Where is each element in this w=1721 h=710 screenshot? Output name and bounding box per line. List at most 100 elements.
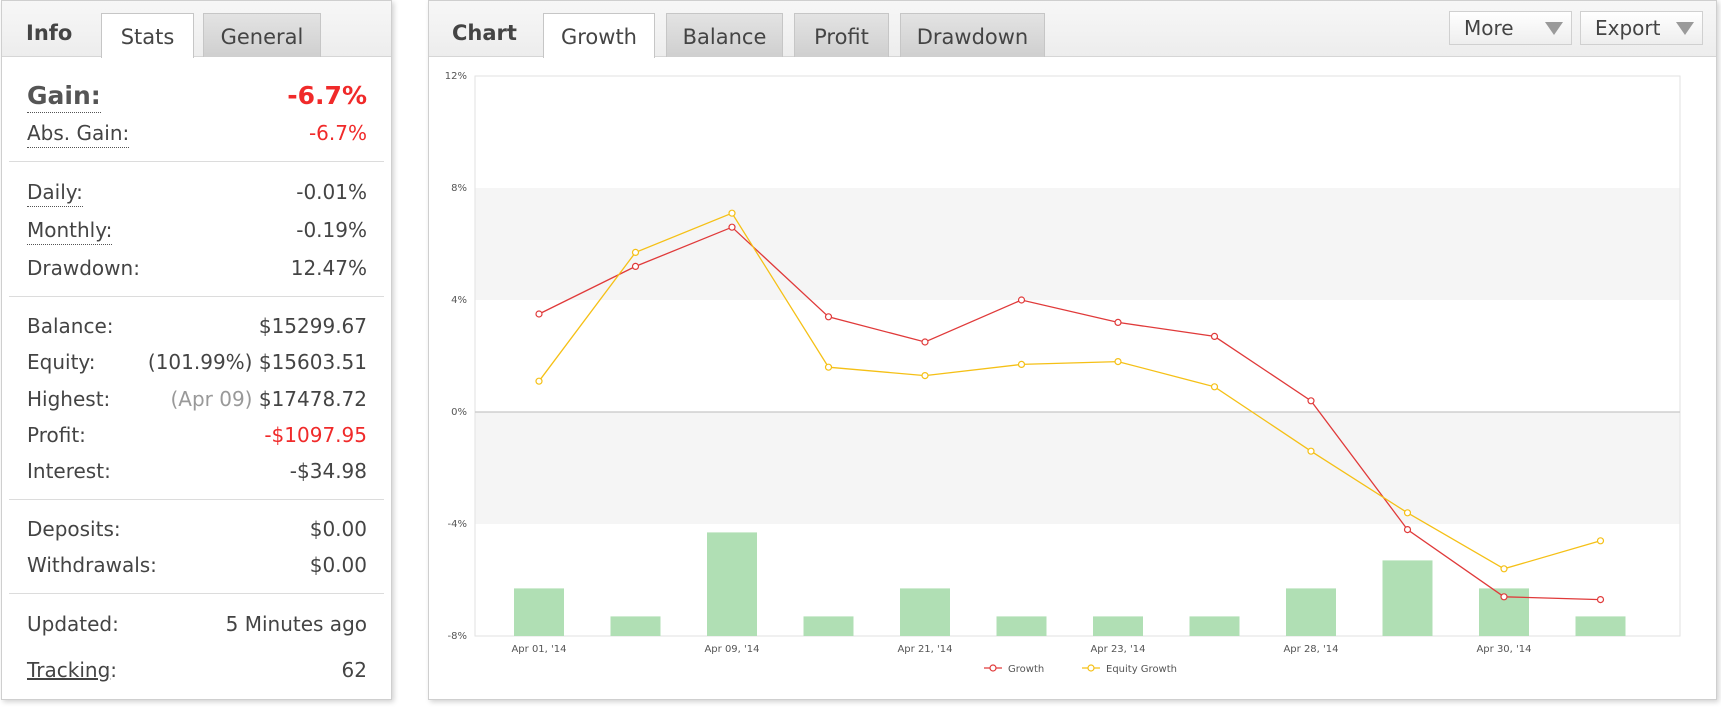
daily-row: Daily: -0.01% (27, 180, 367, 210)
series-line (538, 212, 1601, 570)
legend-marker (1087, 664, 1095, 672)
data-point (728, 209, 736, 217)
balance-row: Balance: $15299.67 (27, 314, 367, 344)
y-tick-label: 12% (445, 71, 467, 82)
data-point (728, 223, 736, 231)
drawdown-row: Drawdown: 12.47% (27, 256, 367, 286)
tab-general[interactable]: General (203, 13, 321, 57)
more-button[interactable]: More (1449, 11, 1572, 45)
tab-drawdown[interactable]: Drawdown (900, 13, 1045, 57)
divider (9, 161, 384, 162)
updated-label: Updated: (27, 612, 119, 636)
tab-balance[interactable]: Balance (666, 13, 783, 57)
tracking-row: Tracking: 62 (27, 658, 367, 688)
tracking-value: 62 (341, 658, 367, 682)
data-point (1210, 383, 1219, 391)
bar (610, 616, 661, 636)
legend-label: Growth (1008, 664, 1044, 675)
data-point (1307, 397, 1315, 405)
profit-label: Profit: (27, 423, 86, 447)
daily-value: -0.01% (296, 180, 367, 204)
equity-value: $15603.51 (258, 350, 367, 374)
equity-value-group: (101.99%) $15603.51 (148, 350, 367, 374)
x-tick-label: Apr 30, '14 (1476, 644, 1531, 655)
data-point (1500, 593, 1508, 601)
x-tick-label: Apr 01, '14 (511, 644, 566, 655)
chevron-down-icon (1676, 22, 1694, 35)
data-point (1403, 509, 1412, 517)
growth-chart: 12% 8% 4% 0% -4% -8% Apr 01, '14 Apr 09, '14 Apr… (445, 71, 1681, 675)
x-tick-label: Apr 28, '14 (1283, 644, 1338, 655)
data-point (921, 372, 929, 380)
daily-label[interactable]: Daily: (27, 180, 83, 207)
legend-marker (989, 664, 997, 672)
interest-label: Interest: (27, 459, 111, 483)
withdrawals-value: $0.00 (309, 553, 367, 577)
data-point (535, 310, 543, 318)
data-point (1500, 565, 1508, 573)
highest-value: $17478.72 (258, 387, 367, 411)
info-header: Info Stats General (2, 1, 391, 58)
info-panel: Info Stats General Gain: -6.7% Abs. Gain… (1, 0, 392, 700)
profit-value: -$1097.95 (264, 423, 367, 447)
gain-value: -6.7% (287, 81, 367, 110)
interest-value: -$34.98 (289, 459, 367, 483)
chart-title: Chart (452, 21, 517, 45)
monthly-row: Monthly: -0.19% (27, 218, 367, 248)
monthly-label[interactable]: Monthly: (27, 218, 113, 245)
data-point (1210, 332, 1219, 340)
tracking-colon: : (110, 658, 118, 682)
data-point (1403, 526, 1412, 534)
divider (9, 296, 384, 297)
deposits-label: Deposits: (27, 517, 121, 541)
highest-date: (Apr 09) (170, 387, 253, 411)
x-tick-label: Apr 21, '14 (897, 644, 952, 655)
data-point (1596, 537, 1605, 545)
tab-profit[interactable]: Profit (794, 13, 889, 57)
withdrawals-label: Withdrawals: (27, 553, 157, 577)
data-point (535, 377, 543, 385)
gain-label[interactable]: Gain: (27, 81, 101, 113)
chart-panel: Chart Growth Balance Profit Drawdown Mor… (428, 0, 1717, 700)
export-label: Export (1595, 16, 1661, 40)
updated-value: 5 Minutes ago (225, 612, 367, 636)
data-point (824, 363, 833, 371)
data-point (1307, 447, 1315, 455)
x-tick-label: Apr 23, '14 (1090, 644, 1145, 655)
profit-row: Profit: -$1097.95 (27, 423, 367, 453)
tracking-link[interactable]: Tracking (27, 658, 111, 682)
bar (1093, 616, 1143, 636)
tracking-label-group: Tracking: (27, 658, 117, 682)
highest-label: Highest: (27, 387, 111, 411)
y-tick-label: -4% (448, 519, 467, 530)
bar (514, 588, 564, 636)
data-point (921, 338, 929, 346)
interest-row: Interest: -$34.98 (27, 459, 367, 489)
highest-value-group: (Apr 09) $17478.72 (170, 387, 367, 411)
tab-stats[interactable]: Stats (101, 13, 194, 58)
abs-gain-value: -6.7% (308, 121, 367, 145)
export-button[interactable]: Export (1580, 11, 1703, 45)
data-point (1114, 358, 1122, 366)
bar (707, 532, 757, 636)
balance-label: Balance: (27, 314, 114, 338)
chevron-down-icon (1545, 22, 1563, 35)
equity-percent: (101.99%) (147, 350, 253, 374)
x-tick-label: Apr 09, '14 (704, 644, 759, 655)
info-title: Info (26, 21, 73, 45)
bar (1189, 616, 1240, 636)
bar (996, 616, 1047, 636)
highest-row: Highest: (Apr 09) $17478.72 (27, 387, 367, 417)
abs-gain-label[interactable]: Abs. Gain: (27, 121, 130, 148)
monthly-value: -0.19% (296, 218, 367, 242)
data-point (1017, 360, 1026, 368)
bar (803, 616, 854, 636)
chart-header: Chart Growth Balance Profit Drawdown Mor… (429, 1, 1716, 58)
data-point (631, 248, 640, 256)
y-tick-label: -8% (448, 631, 467, 642)
equity-row: Equity: (101.99%) $15603.51 (27, 350, 367, 380)
tab-growth[interactable]: Growth (543, 13, 655, 58)
data-point (824, 313, 833, 321)
bar (1575, 616, 1626, 636)
drawdown-value: 12.47% (290, 256, 367, 280)
